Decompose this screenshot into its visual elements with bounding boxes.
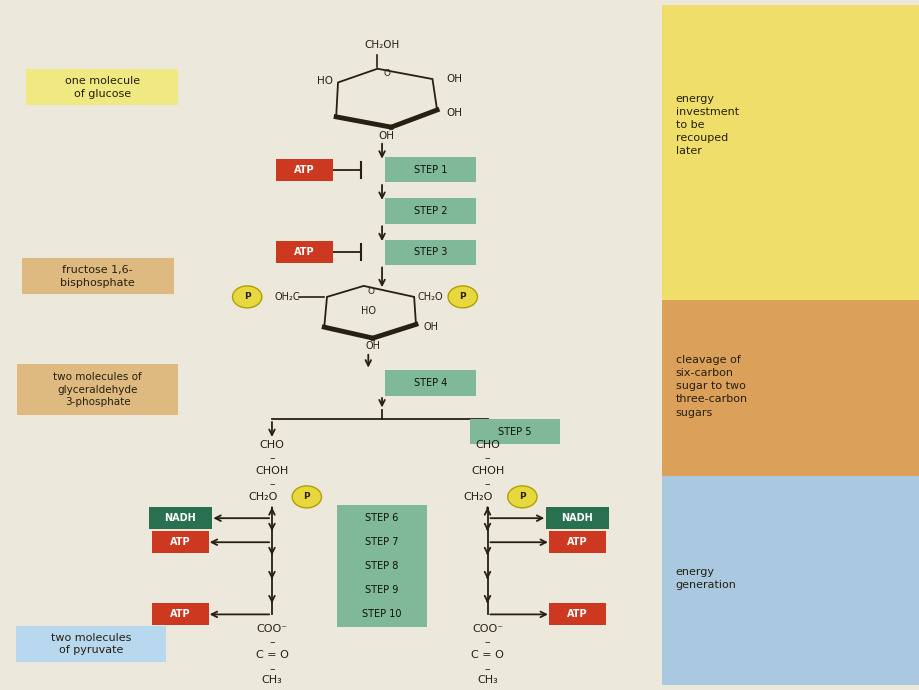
Text: CHO: CHO — [259, 440, 284, 450]
Text: C = O: C = O — [471, 650, 504, 660]
Circle shape — [448, 286, 477, 308]
Text: two molecules of
glyceraldehyde
3-phosphate: two molecules of glyceraldehyde 3-phosph… — [53, 372, 142, 408]
FancyBboxPatch shape — [385, 157, 475, 182]
Text: STEP 4: STEP 4 — [414, 378, 447, 388]
Text: CH₂O: CH₂O — [248, 492, 278, 502]
Text: –: – — [484, 638, 490, 648]
Text: HO: HO — [360, 306, 375, 315]
Text: STEP 10: STEP 10 — [362, 609, 402, 620]
Text: STEP 3: STEP 3 — [414, 247, 447, 257]
Text: STEP 2: STEP 2 — [414, 206, 447, 216]
Text: STEP 1: STEP 1 — [414, 165, 447, 175]
FancyBboxPatch shape — [152, 531, 209, 553]
Text: P: P — [459, 293, 466, 302]
Text: OH: OH — [365, 342, 380, 351]
Text: P: P — [244, 293, 250, 302]
FancyBboxPatch shape — [152, 603, 209, 625]
FancyBboxPatch shape — [385, 370, 475, 395]
Bar — [661, 5, 917, 300]
Text: O: O — [382, 69, 390, 78]
Text: OH: OH — [446, 108, 461, 119]
FancyBboxPatch shape — [385, 198, 475, 224]
Text: STEP 8: STEP 8 — [365, 561, 398, 571]
Text: OH: OH — [379, 131, 394, 141]
Text: –: – — [484, 664, 490, 673]
Text: –: – — [269, 480, 275, 489]
FancyBboxPatch shape — [549, 531, 606, 553]
FancyBboxPatch shape — [26, 70, 178, 105]
FancyBboxPatch shape — [276, 241, 332, 263]
FancyBboxPatch shape — [549, 603, 606, 625]
Text: CH₃: CH₃ — [261, 676, 282, 685]
Text: NADH: NADH — [561, 513, 593, 523]
Text: CHOH: CHOH — [471, 466, 504, 476]
Circle shape — [233, 286, 262, 308]
Text: CH₂O: CH₂O — [463, 492, 493, 502]
Text: –: – — [269, 664, 275, 673]
Text: fructose 1,6-
bisphosphate: fructose 1,6- bisphosphate — [61, 265, 135, 288]
FancyBboxPatch shape — [336, 602, 427, 627]
FancyBboxPatch shape — [21, 259, 174, 294]
Text: CHOH: CHOH — [255, 466, 289, 476]
FancyBboxPatch shape — [545, 507, 608, 529]
FancyBboxPatch shape — [336, 553, 427, 579]
Text: ATP: ATP — [566, 609, 587, 620]
Circle shape — [292, 486, 321, 508]
FancyBboxPatch shape — [385, 239, 475, 265]
Text: CH₂OH: CH₂OH — [364, 40, 399, 50]
Text: ATP: ATP — [170, 538, 190, 547]
Text: CHO: CHO — [474, 440, 499, 450]
Text: energy
investment
to be
recouped
later: energy investment to be recouped later — [675, 94, 738, 157]
Text: COO⁻: COO⁻ — [471, 624, 503, 634]
FancyBboxPatch shape — [336, 578, 427, 603]
FancyBboxPatch shape — [276, 159, 332, 181]
Text: OH: OH — [423, 322, 437, 332]
Text: CH₂O: CH₂O — [417, 292, 443, 302]
Text: STEP 6: STEP 6 — [365, 513, 398, 523]
Circle shape — [507, 486, 537, 508]
Text: COO⁻: COO⁻ — [256, 624, 288, 634]
Text: –: – — [269, 453, 275, 464]
Text: CH₃: CH₃ — [477, 676, 497, 685]
Text: OH₂C: OH₂C — [275, 292, 300, 302]
Bar — [661, 300, 917, 475]
FancyBboxPatch shape — [16, 626, 166, 662]
Text: cleavage of
six-carbon
sugar to two
three-carbon
sugars: cleavage of six-carbon sugar to two thre… — [675, 355, 747, 417]
Text: ATP: ATP — [293, 247, 314, 257]
Text: two molecules
of pyruvate: two molecules of pyruvate — [51, 633, 131, 656]
Text: STEP 5: STEP 5 — [498, 426, 531, 437]
Bar — [661, 475, 917, 685]
Text: HO: HO — [317, 76, 333, 86]
Text: –: – — [269, 638, 275, 648]
Text: ATP: ATP — [170, 609, 190, 620]
Text: NADH: NADH — [165, 513, 196, 523]
Text: –: – — [484, 453, 490, 464]
Text: P: P — [303, 493, 310, 502]
FancyBboxPatch shape — [336, 529, 427, 555]
Text: OH: OH — [446, 74, 461, 84]
Text: ATP: ATP — [293, 165, 314, 175]
FancyBboxPatch shape — [149, 507, 211, 529]
Text: ATP: ATP — [566, 538, 587, 547]
Text: O: O — [367, 287, 374, 296]
Text: –: – — [484, 480, 490, 489]
Text: C = O: C = O — [255, 650, 288, 660]
FancyBboxPatch shape — [17, 364, 178, 415]
Text: one molecule
of glucose: one molecule of glucose — [64, 76, 140, 99]
FancyBboxPatch shape — [336, 506, 427, 531]
FancyBboxPatch shape — [469, 419, 560, 444]
Text: STEP 9: STEP 9 — [365, 585, 398, 595]
Text: P: P — [518, 493, 525, 502]
Text: energy
generation: energy generation — [675, 567, 735, 590]
Text: STEP 7: STEP 7 — [365, 538, 398, 547]
